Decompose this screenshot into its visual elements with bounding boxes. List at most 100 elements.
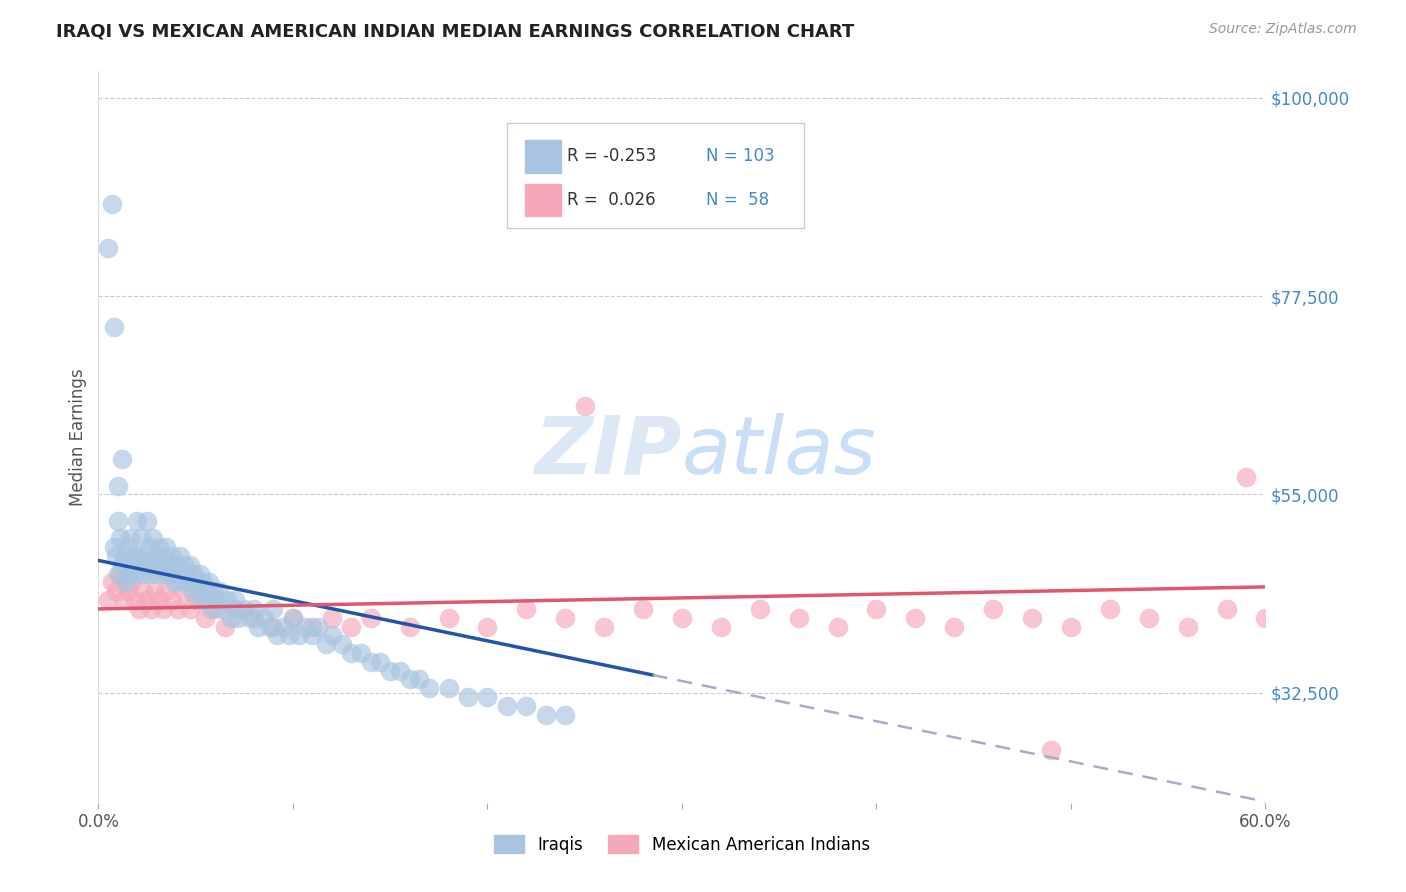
Point bbox=[190, 593, 212, 607]
Point bbox=[184, 593, 207, 607]
Point bbox=[174, 566, 197, 581]
Point bbox=[146, 566, 169, 581]
Point bbox=[108, 532, 131, 546]
Point bbox=[107, 478, 129, 492]
Point bbox=[1137, 611, 1160, 625]
Text: Source: ZipAtlas.com: Source: ZipAtlas.com bbox=[1209, 22, 1357, 37]
Point bbox=[515, 602, 537, 616]
Point bbox=[208, 584, 231, 599]
Point bbox=[107, 566, 129, 581]
Point bbox=[170, 575, 193, 590]
Point bbox=[865, 602, 887, 616]
Point bbox=[330, 637, 353, 651]
Point bbox=[1098, 602, 1121, 616]
Point bbox=[121, 575, 143, 590]
Point bbox=[214, 619, 236, 633]
Point bbox=[787, 611, 810, 625]
Point bbox=[360, 611, 382, 625]
Point bbox=[350, 646, 373, 660]
Point bbox=[748, 602, 770, 616]
Point bbox=[97, 241, 120, 255]
Point bbox=[101, 575, 124, 590]
Point bbox=[281, 611, 304, 625]
Point bbox=[114, 575, 136, 590]
Point bbox=[593, 619, 616, 633]
Point bbox=[159, 566, 181, 581]
Point bbox=[179, 558, 201, 572]
Point bbox=[112, 593, 135, 607]
Point bbox=[534, 707, 557, 722]
Point bbox=[827, 619, 849, 633]
Point bbox=[143, 558, 166, 572]
Point bbox=[437, 681, 460, 696]
Point bbox=[271, 619, 294, 633]
Point bbox=[173, 558, 195, 572]
Point bbox=[301, 619, 323, 633]
Point bbox=[380, 664, 402, 678]
Point bbox=[477, 690, 499, 704]
Point bbox=[136, 514, 159, 528]
Point bbox=[104, 549, 127, 563]
Point bbox=[515, 698, 537, 713]
Point bbox=[574, 399, 596, 413]
Point bbox=[239, 611, 262, 625]
Point bbox=[1254, 611, 1277, 625]
Point bbox=[157, 558, 180, 572]
Point bbox=[111, 452, 134, 467]
Text: ZIP: ZIP bbox=[534, 413, 682, 491]
Point bbox=[710, 619, 733, 633]
Point bbox=[259, 619, 281, 633]
Point bbox=[117, 584, 139, 599]
Point bbox=[169, 549, 191, 563]
Point bbox=[103, 540, 125, 554]
Point bbox=[153, 566, 176, 581]
Point bbox=[287, 628, 309, 642]
Point bbox=[321, 628, 343, 642]
Point bbox=[388, 664, 411, 678]
Point bbox=[1234, 469, 1257, 483]
Point bbox=[198, 575, 221, 590]
Point bbox=[904, 611, 927, 625]
Point bbox=[128, 602, 150, 616]
Point bbox=[101, 196, 124, 211]
Point bbox=[262, 602, 284, 616]
Point bbox=[180, 584, 202, 599]
Point bbox=[398, 673, 420, 687]
Point bbox=[262, 619, 284, 633]
Point bbox=[117, 566, 139, 581]
Point bbox=[148, 540, 170, 554]
Point bbox=[194, 584, 217, 599]
Point bbox=[163, 575, 186, 590]
Text: atlas: atlas bbox=[682, 413, 877, 491]
Point bbox=[104, 584, 127, 599]
Point bbox=[204, 593, 226, 607]
Point bbox=[202, 584, 225, 599]
Point bbox=[360, 655, 382, 669]
Point bbox=[398, 619, 420, 633]
Point bbox=[437, 611, 460, 625]
Point bbox=[554, 611, 576, 625]
Point bbox=[136, 558, 159, 572]
Point bbox=[193, 575, 215, 590]
Point bbox=[215, 593, 238, 607]
Point bbox=[136, 593, 159, 607]
Point bbox=[143, 584, 166, 599]
Point bbox=[1021, 611, 1043, 625]
Point bbox=[671, 611, 693, 625]
Point bbox=[554, 707, 576, 722]
Point bbox=[307, 619, 329, 633]
Y-axis label: Median Earnings: Median Earnings bbox=[69, 368, 87, 506]
Point bbox=[139, 602, 162, 616]
Point bbox=[128, 558, 150, 572]
Point bbox=[118, 532, 141, 546]
Point bbox=[188, 566, 211, 581]
Text: IRAQI VS MEXICAN AMERICAN INDIAN MEDIAN EARNINGS CORRELATION CHART: IRAQI VS MEXICAN AMERICAN INDIAN MEDIAN … bbox=[56, 22, 855, 40]
Point bbox=[121, 558, 143, 572]
Point bbox=[224, 593, 246, 607]
Point bbox=[187, 584, 209, 599]
Point bbox=[124, 593, 146, 607]
Text: N =  58: N = 58 bbox=[706, 191, 769, 209]
Legend: Iraqis, Mexican American Indians: Iraqis, Mexican American Indians bbox=[488, 829, 876, 860]
Point bbox=[165, 558, 187, 572]
Point bbox=[204, 602, 226, 616]
